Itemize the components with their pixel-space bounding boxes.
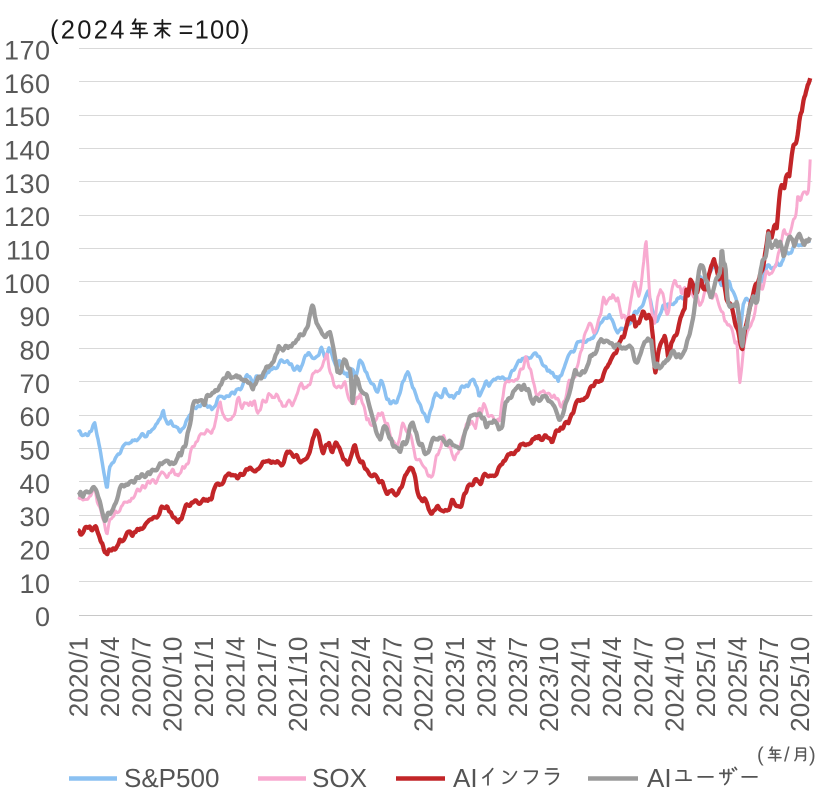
svg-text:40: 40 <box>19 469 50 499</box>
svg-text:2023/1: 2023/1 <box>440 637 470 718</box>
svg-text:2020/1: 2020/1 <box>64 637 94 718</box>
svg-text:150: 150 <box>4 102 51 132</box>
svg-text:80: 80 <box>19 336 50 366</box>
svg-text:100: 100 <box>4 269 51 299</box>
svg-text:160: 160 <box>4 69 51 99</box>
svg-text:(2024: (2024 <box>50 16 127 44</box>
svg-text:2020/10: 2020/10 <box>158 637 188 732</box>
svg-text:10: 10 <box>19 569 50 599</box>
svg-text:AI: AI <box>453 763 478 793</box>
svg-text:2020/7: 2020/7 <box>126 637 156 718</box>
svg-text:90: 90 <box>19 302 50 332</box>
svg-text:2021/4: 2021/4 <box>220 637 250 718</box>
svg-text:60: 60 <box>19 402 50 432</box>
svg-text:2020/4: 2020/4 <box>95 637 125 718</box>
svg-text:2024/1: 2024/1 <box>566 637 596 718</box>
svg-text:50: 50 <box>19 436 50 466</box>
svg-text:2022/7: 2022/7 <box>377 637 407 718</box>
svg-text:S&P500: S&P500 <box>124 763 219 793</box>
svg-text:2025/10: 2025/10 <box>785 637 815 732</box>
svg-text:2024/7: 2024/7 <box>628 637 658 718</box>
svg-text:=100): =100) <box>179 16 251 44</box>
svg-text:2023/4: 2023/4 <box>471 637 501 718</box>
svg-text:2025/7: 2025/7 <box>754 637 784 718</box>
svg-text:2021/1: 2021/1 <box>189 637 219 718</box>
svg-text:SOX: SOX <box>312 763 367 793</box>
svg-text:2022/10: 2022/10 <box>409 637 439 732</box>
svg-text:AI: AI <box>647 763 672 793</box>
svg-text:2024/10: 2024/10 <box>660 637 690 732</box>
svg-text:130: 130 <box>4 169 51 199</box>
svg-text:2021/10: 2021/10 <box>283 637 313 732</box>
svg-text:140: 140 <box>4 135 51 165</box>
svg-text:(: ( <box>757 745 764 767</box>
svg-text:/: / <box>784 745 790 767</box>
svg-text:0: 0 <box>35 602 51 632</box>
svg-text:2021/7: 2021/7 <box>252 637 282 718</box>
svg-text:120: 120 <box>4 202 51 232</box>
svg-text:20: 20 <box>19 536 50 566</box>
svg-text:2025/1: 2025/1 <box>691 637 721 718</box>
svg-text:2024/4: 2024/4 <box>597 637 627 718</box>
svg-text:2022/4: 2022/4 <box>346 637 376 718</box>
svg-text:): ) <box>809 745 816 767</box>
svg-text:110: 110 <box>6 236 51 266</box>
svg-text:2022/1: 2022/1 <box>315 637 345 718</box>
svg-text:2023/10: 2023/10 <box>534 637 564 732</box>
svg-text:170: 170 <box>4 35 51 65</box>
svg-text:2025/4: 2025/4 <box>723 637 753 718</box>
svg-text:30: 30 <box>19 502 50 532</box>
svg-text:2023/7: 2023/7 <box>503 637 533 718</box>
svg-text:70: 70 <box>19 369 50 399</box>
